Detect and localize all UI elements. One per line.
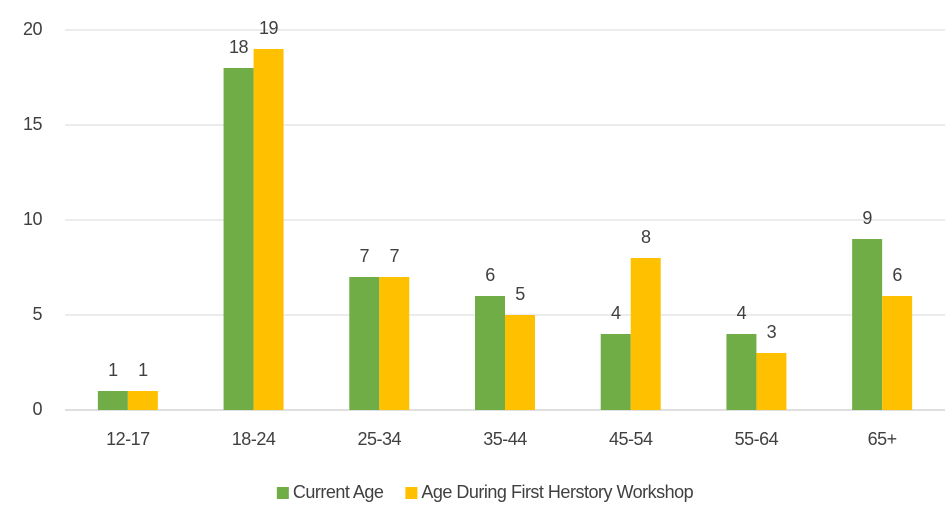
legend-label: Age During First Herstory Workshop: [421, 482, 693, 502]
data-label: 5: [515, 284, 525, 304]
data-label: 6: [485, 265, 495, 285]
data-label: 9: [862, 208, 872, 228]
x-tick-label: 45-54: [609, 429, 653, 449]
data-label: 1: [108, 360, 118, 380]
bar: [600, 334, 631, 410]
legend-swatch: [276, 487, 289, 499]
y-tick-label: 20: [23, 19, 43, 39]
x-tick-label: 18-24: [232, 429, 276, 449]
bar: [726, 334, 757, 410]
y-tick-label: 5: [32, 304, 42, 324]
data-label: 4: [737, 303, 747, 323]
bar: [379, 277, 410, 410]
bar: [97, 391, 128, 410]
y-tick-label: 10: [23, 209, 43, 229]
bar: [475, 296, 505, 410]
legend-label: Current Age: [293, 482, 384, 502]
bar: [505, 315, 535, 410]
data-label: 8: [641, 227, 651, 247]
data-label: 7: [360, 246, 370, 266]
data-label: 6: [892, 265, 902, 285]
bar: [127, 391, 158, 410]
x-tick-label: 65+: [868, 429, 897, 449]
x-tick-label: 25-34: [358, 429, 402, 449]
bar: [253, 49, 284, 410]
bar: [756, 353, 787, 410]
data-label: 3: [767, 322, 777, 342]
data-label: 1: [138, 360, 148, 380]
data-label: 19: [259, 18, 279, 38]
bar: [349, 277, 380, 410]
bar: [852, 239, 883, 410]
y-tick-label: 0: [32, 399, 42, 419]
y-tick-label: 15: [23, 114, 43, 134]
bar: [630, 258, 661, 410]
x-tick-label: 35-44: [483, 429, 527, 449]
bar: [223, 68, 254, 410]
x-tick-label: 55-64: [735, 429, 779, 449]
data-label: 4: [611, 303, 621, 323]
legend-swatch: [405, 487, 418, 499]
data-label: 18: [229, 37, 249, 57]
bar: [882, 296, 913, 410]
data-label: 7: [390, 246, 400, 266]
x-tick-label: 12-17: [106, 429, 150, 449]
